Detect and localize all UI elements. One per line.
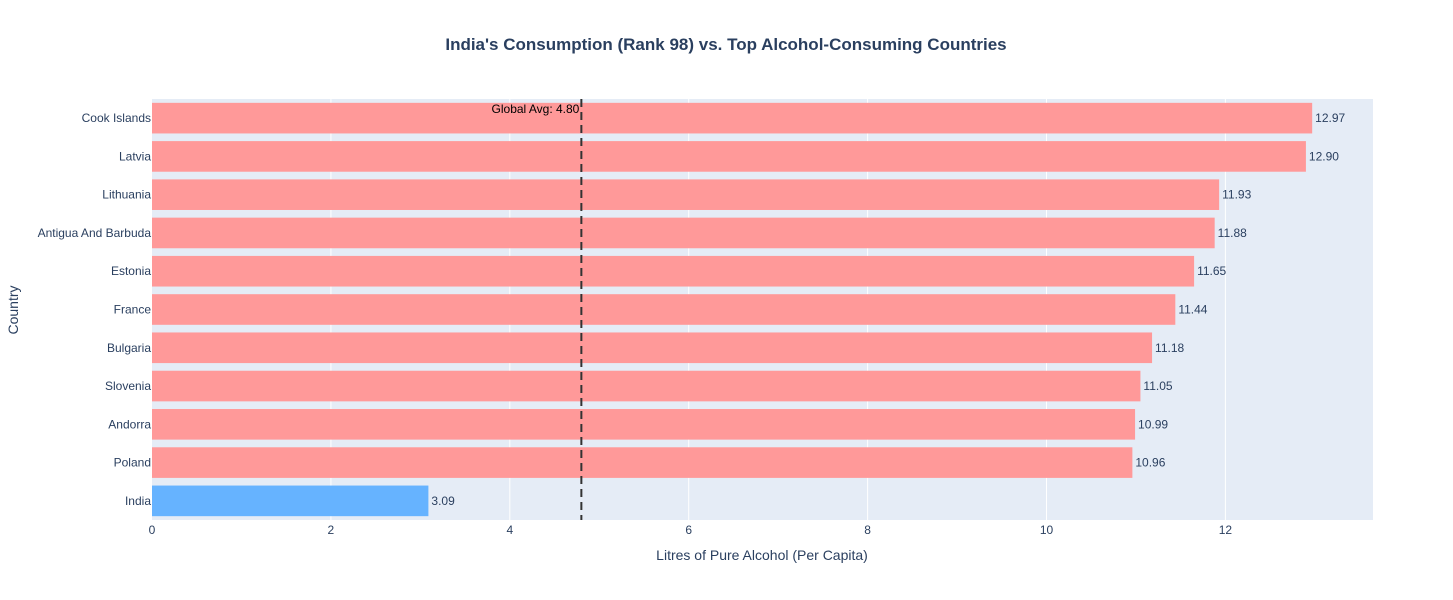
bar	[152, 255, 1195, 287]
bar-value-label: 11.44	[1178, 303, 1207, 317]
y-tick-label: Poland	[114, 456, 151, 470]
reference-line-group: Global Avg: 4.80	[492, 99, 583, 520]
bar-value-label: 11.05	[1143, 379, 1172, 393]
x-tick-label: 12	[1219, 523, 1233, 537]
bar	[152, 409, 1136, 440]
y-tick-label: Antigua And Barbuda	[38, 226, 152, 240]
y-tick-label: France	[114, 303, 152, 317]
bar-value-label: 11.93	[1222, 188, 1251, 202]
x-tick-labels: 0 2 4 6 8 10 12	[149, 523, 1233, 537]
bar	[152, 294, 1176, 325]
bar	[152, 179, 1220, 210]
y-tick-label: Cook Islands	[82, 111, 151, 125]
y-tick-label: India	[125, 494, 151, 508]
bar	[152, 141, 1306, 172]
y-tick-label: Latvia	[119, 149, 151, 163]
x-tick-label: 0	[149, 523, 156, 537]
x-tick-label: 10	[1040, 523, 1054, 537]
bar	[152, 217, 1215, 249]
x-tick-label: 4	[506, 523, 513, 537]
y-tick-label: Bulgaria	[107, 341, 151, 355]
bar	[152, 370, 1141, 402]
bar-value-label: 10.99	[1138, 417, 1168, 431]
bar-value-labels: 12.97 12.90 11.93 11.88 11.65 11.44 11.18 11.05…	[431, 111, 1345, 508]
y-axis-title: Country	[5, 285, 21, 334]
bar-value-label: 11.65	[1197, 264, 1226, 278]
x-axis-title: Litres of Pure Alcohol (Per Capita)	[656, 547, 868, 563]
y-tick-label: Andorra	[108, 417, 151, 431]
x-tick-label: 8	[864, 523, 871, 537]
x-tick-label: 6	[685, 523, 692, 537]
bars	[152, 102, 1313, 517]
x-tick-label: 2	[328, 523, 335, 537]
bar	[152, 332, 1153, 364]
bar-value-label: 12.90	[1309, 149, 1339, 163]
bar-value-label: 10.96	[1135, 456, 1165, 470]
y-tick-labels: Cook Islands Latvia Lithuania Antigua And B…	[38, 111, 152, 508]
bar-value-label: 12.97	[1315, 111, 1345, 125]
y-tick-label: Lithuania	[102, 188, 151, 202]
bar	[152, 447, 1133, 478]
bar-value-label: 11.88	[1218, 226, 1247, 240]
bar-value-label: 11.18	[1155, 341, 1184, 355]
global-average-label: Global Avg: 4.80	[492, 102, 580, 116]
y-tick-label: Slovenia	[105, 379, 151, 393]
chart-title: India's Consumption (Rank 98) vs. Top Al…	[445, 35, 1006, 54]
bar	[152, 102, 1313, 134]
bar	[152, 485, 429, 517]
y-tick-label: Estonia	[111, 264, 151, 278]
bar-value-label: 3.09	[431, 494, 455, 508]
